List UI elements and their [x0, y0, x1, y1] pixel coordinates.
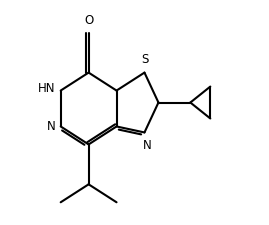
- Text: N: N: [143, 140, 152, 152]
- Text: HN: HN: [38, 82, 56, 95]
- Text: N: N: [47, 120, 56, 133]
- Text: O: O: [84, 14, 93, 27]
- Text: S: S: [141, 53, 148, 66]
